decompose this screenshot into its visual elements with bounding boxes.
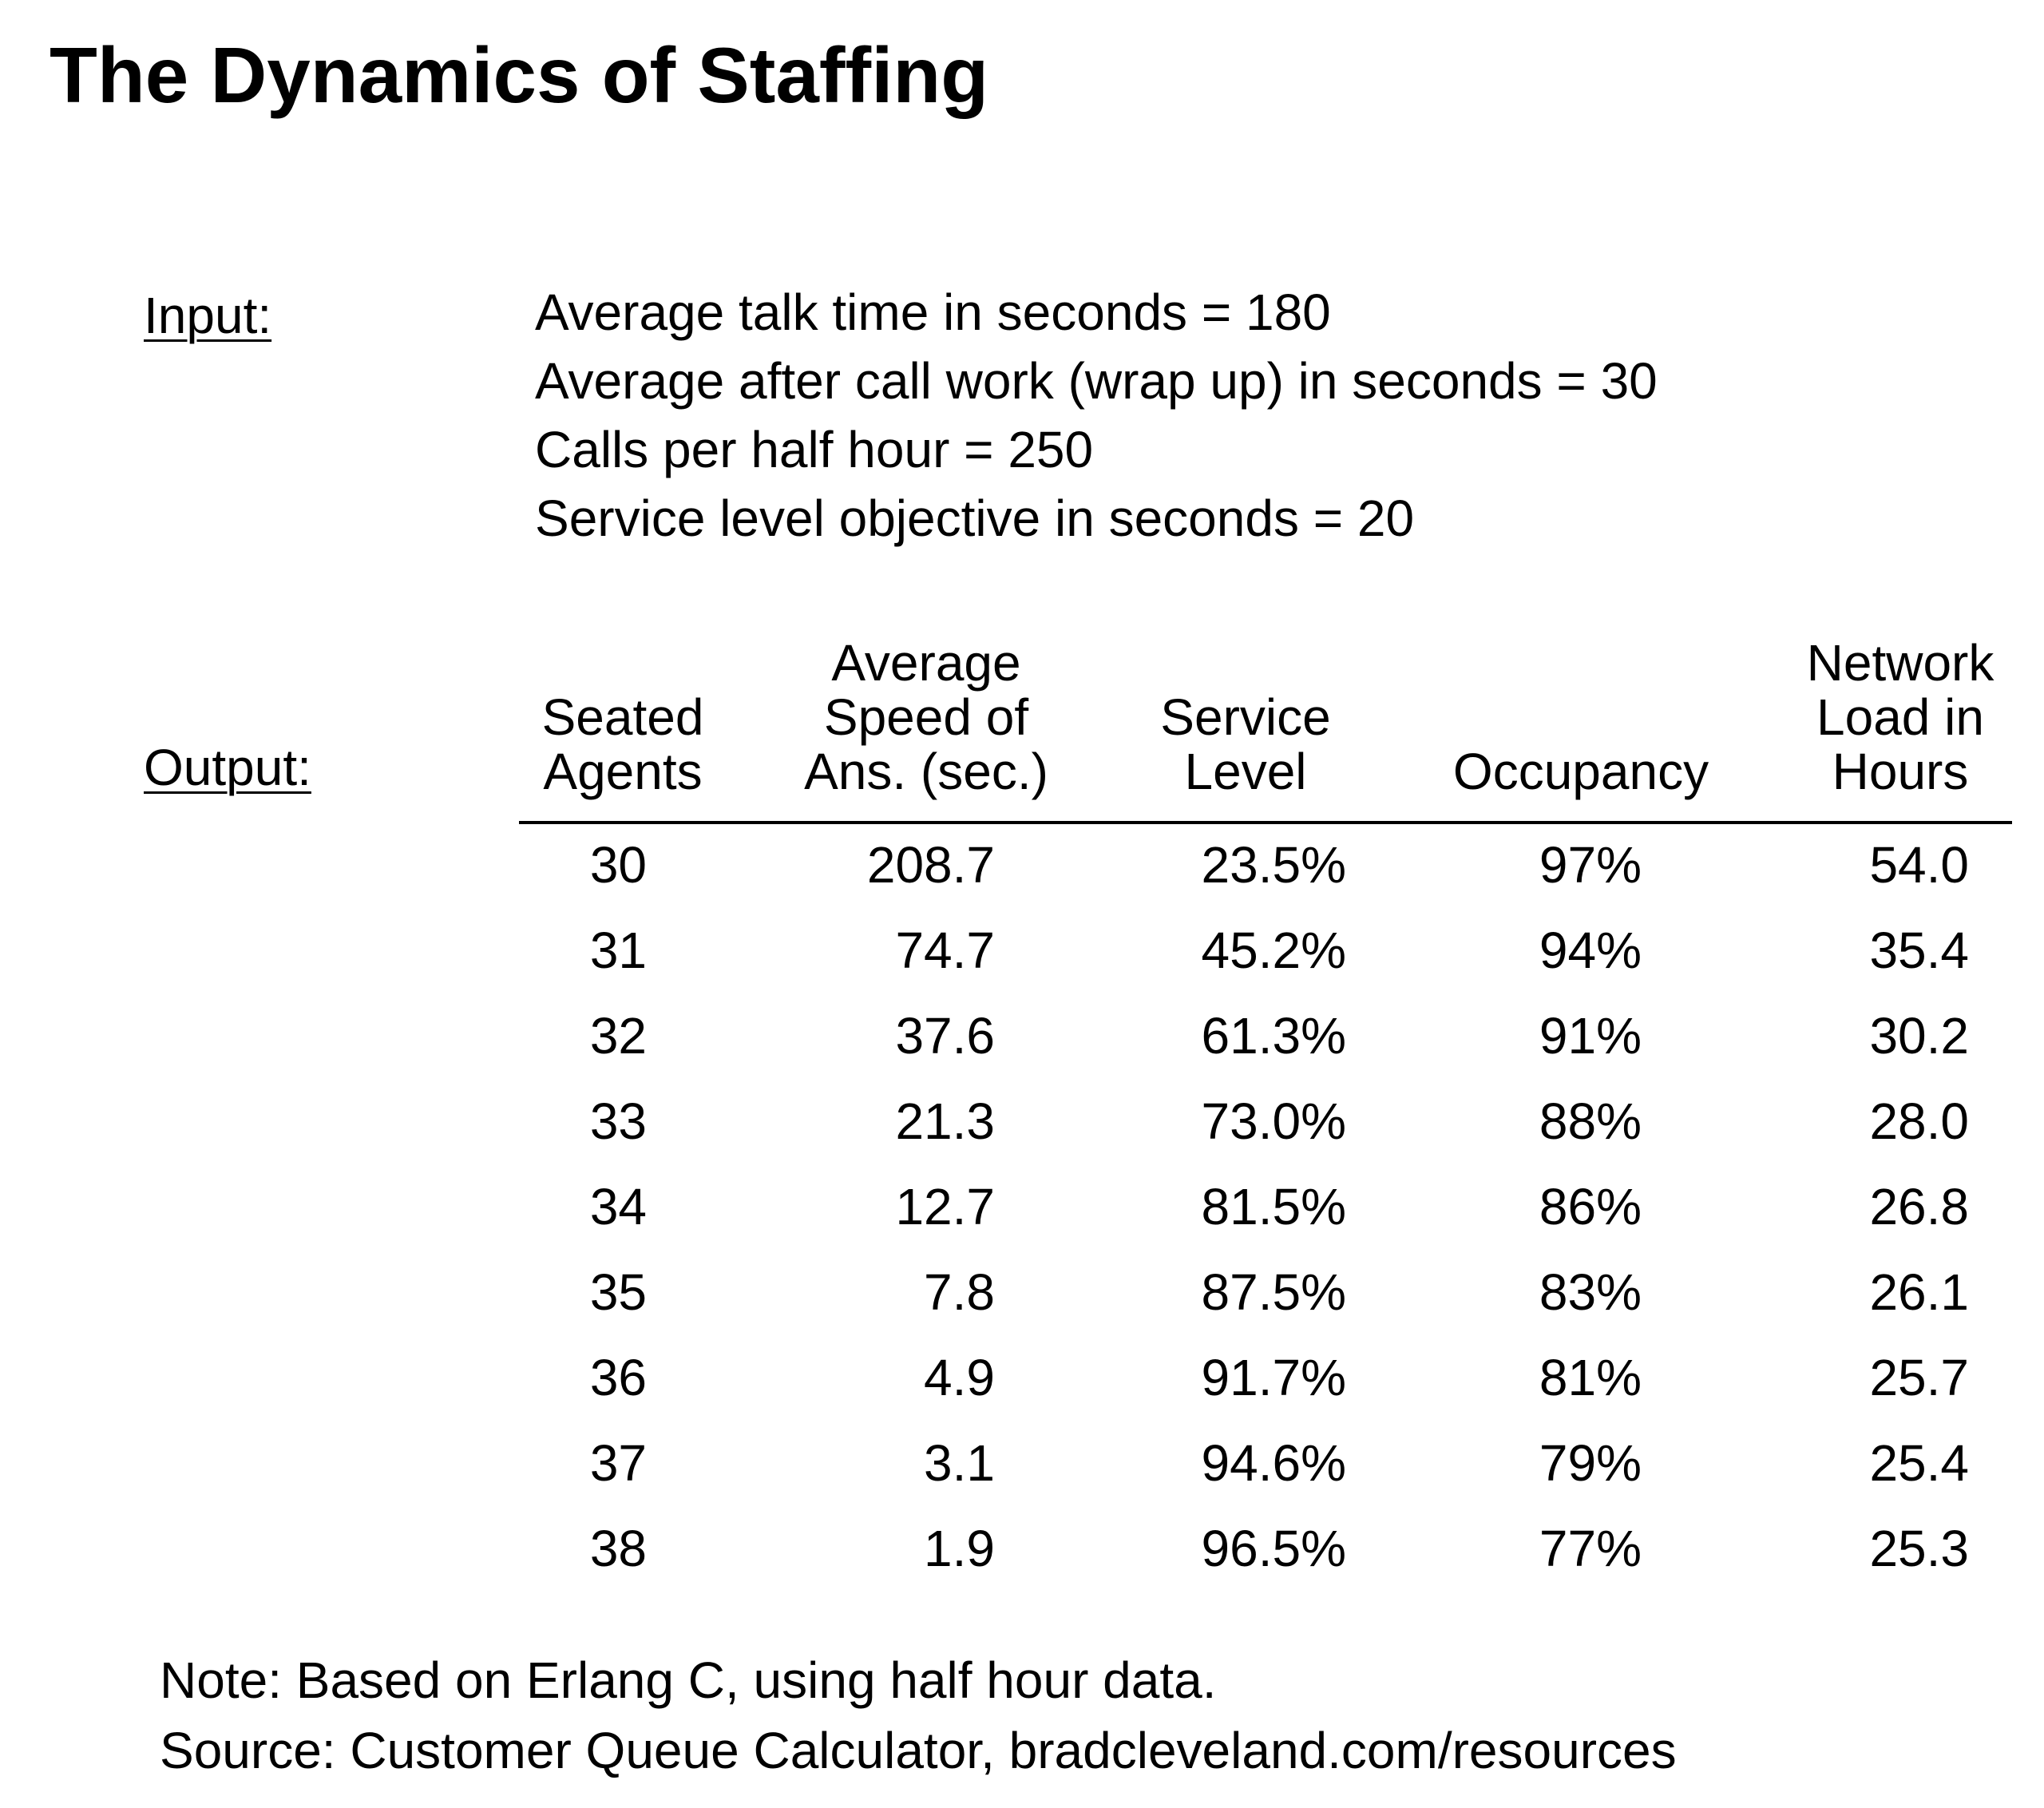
cell-seated-agents: 34 xyxy=(589,1178,647,1235)
cell-seated-agents: 30 xyxy=(589,836,647,894)
cell-occupancy: 83% xyxy=(1539,1263,1642,1321)
cell-occupancy: 79% xyxy=(1539,1434,1642,1492)
cell-average-speed-of-answer: 4.9 xyxy=(924,1349,995,1406)
note-erlang-c: Note: Based on Erlang C, using half hour… xyxy=(160,1651,1217,1709)
cell-network-load: 25.3 xyxy=(1869,1520,1969,1577)
table-row: 38 1.9 96.5% 77% 25.3 xyxy=(0,1509,2044,1595)
cell-service-level: 87.5% xyxy=(1201,1263,1346,1321)
table-row: 36 4.9 91.7% 81% 25.7 xyxy=(0,1338,2044,1424)
cell-network-load: 35.4 xyxy=(1869,922,1969,979)
table-row: 30 208.7 23.5% 97% 54.0 xyxy=(0,826,2044,911)
cell-service-level: 23.5% xyxy=(1201,836,1346,894)
cell-average-speed-of-answer: 3.1 xyxy=(924,1434,995,1492)
table-row: 37 3.1 94.6% 79% 25.4 xyxy=(0,1424,2044,1509)
cell-service-level: 96.5% xyxy=(1201,1520,1346,1577)
staffing-table: 30 208.7 23.5% 97% 54.0 31 74.7 45.2% 94… xyxy=(0,826,2044,1595)
input-label: Input: xyxy=(144,287,272,344)
cell-service-level: 45.2% xyxy=(1201,922,1346,979)
cell-seated-agents: 33 xyxy=(589,1092,647,1150)
table-row: 33 21.3 73.0% 88% 28.0 xyxy=(0,1082,2044,1168)
cell-network-load: 30.2 xyxy=(1869,1007,1969,1065)
cell-network-load: 25.4 xyxy=(1869,1434,1969,1492)
cell-network-load: 26.8 xyxy=(1869,1178,1969,1235)
cell-average-speed-of-answer: 37.6 xyxy=(895,1007,995,1065)
cell-occupancy: 88% xyxy=(1539,1092,1642,1150)
input-talk-time: Average talk time in seconds = 180 xyxy=(535,283,1331,341)
cell-average-speed-of-answer: 1.9 xyxy=(924,1520,995,1577)
input-after-call-work: Average after call work (wrap up) in sec… xyxy=(535,352,1658,410)
cell-seated-agents: 35 xyxy=(589,1263,647,1321)
cell-service-level: 61.3% xyxy=(1201,1007,1346,1065)
cell-occupancy: 81% xyxy=(1539,1349,1642,1406)
cell-occupancy: 97% xyxy=(1539,836,1642,894)
cell-average-speed-of-answer: 7.8 xyxy=(924,1263,995,1321)
input-parameters: Average talk time in seconds = 180 Avera… xyxy=(535,278,1658,553)
footnotes: Note: Based on Erlang C, using half hour… xyxy=(160,1645,1677,1786)
table-row: 34 12.7 81.5% 86% 26.8 xyxy=(0,1168,2044,1253)
cell-network-load: 25.7 xyxy=(1869,1349,1969,1406)
output-label: Output: xyxy=(144,739,311,796)
table-row: 35 7.8 87.5% 83% 26.1 xyxy=(0,1253,2044,1338)
column-header-service-level: Service Level xyxy=(1160,688,1331,800)
cell-seated-agents: 32 xyxy=(589,1007,647,1065)
column-header-seated-agents: Seated Agents xyxy=(541,688,704,800)
cell-service-level: 73.0% xyxy=(1201,1092,1346,1150)
cell-occupancy: 94% xyxy=(1539,922,1642,979)
cell-occupancy: 77% xyxy=(1539,1520,1642,1577)
cell-occupancy: 91% xyxy=(1539,1007,1642,1065)
cell-seated-agents: 36 xyxy=(589,1349,647,1406)
cell-service-level: 91.7% xyxy=(1201,1349,1346,1406)
cell-network-load: 28.0 xyxy=(1869,1092,1969,1150)
cell-average-speed-of-answer: 12.7 xyxy=(895,1178,995,1235)
cell-service-level: 94.6% xyxy=(1201,1434,1346,1492)
table-row: 32 37.6 61.3% 91% 30.2 xyxy=(0,997,2044,1082)
note-source: Source: Customer Queue Calculator, bradc… xyxy=(160,1722,1677,1779)
cell-average-speed-of-answer: 74.7 xyxy=(895,922,995,979)
input-service-level-objective: Service level objective in seconds = 20 xyxy=(535,490,1415,547)
cell-seated-agents: 37 xyxy=(589,1434,647,1492)
column-header-network-load: Network Load in Hours xyxy=(1806,634,1994,800)
column-header-occupancy: Occupancy xyxy=(1452,743,1709,800)
cell-service-level: 81.5% xyxy=(1201,1178,1346,1235)
cell-network-load: 54.0 xyxy=(1869,836,1969,894)
cell-occupancy: 86% xyxy=(1539,1178,1642,1235)
cell-seated-agents: 38 xyxy=(589,1520,647,1577)
cell-average-speed-of-answer: 208.7 xyxy=(866,836,995,894)
cell-seated-agents: 31 xyxy=(589,922,647,979)
header-divider xyxy=(519,821,2012,824)
input-calls-per-half-hour: Calls per half hour = 250 xyxy=(535,421,1094,478)
cell-network-load: 26.1 xyxy=(1869,1263,1969,1321)
cell-average-speed-of-answer: 21.3 xyxy=(895,1092,995,1150)
column-header-average-speed-of-answer: Average Speed of Ans. (sec.) xyxy=(804,634,1048,800)
page-title: The Dynamics of Staffing xyxy=(50,31,989,119)
table-row: 31 74.7 45.2% 94% 35.4 xyxy=(0,911,2044,997)
